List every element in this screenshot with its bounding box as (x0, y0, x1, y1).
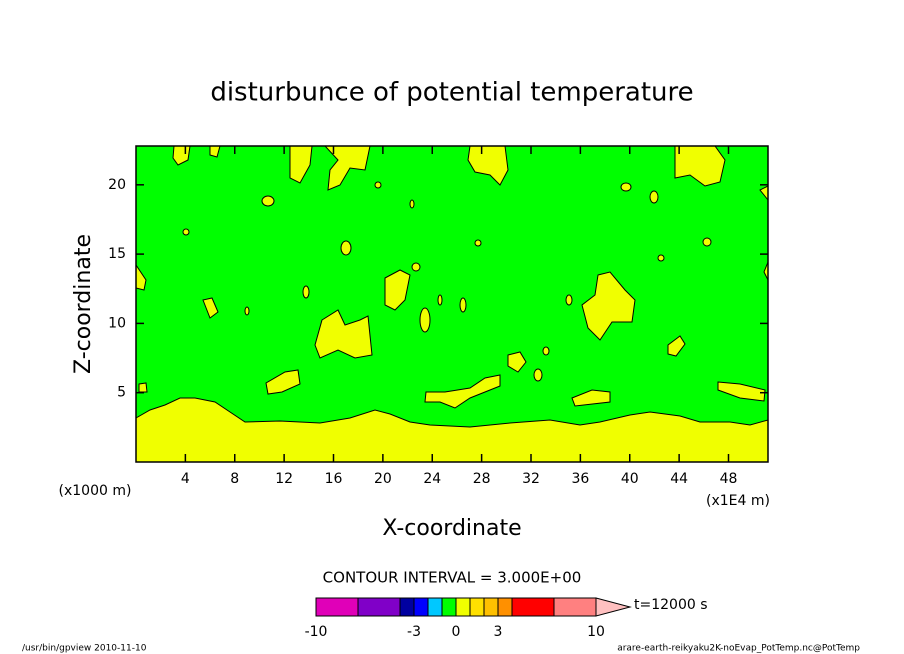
footer-left: /usr/bin/gpview 2010-11-10 (22, 644, 147, 654)
contour-region (667, 335, 686, 357)
x-tick-label: 24 (423, 471, 441, 487)
plot-background (136, 146, 768, 462)
colorbar-box (553, 597, 597, 617)
contour-region (314, 309, 373, 359)
x-tick-label: 16 (325, 471, 343, 487)
contour-region (620, 182, 632, 192)
contour-region (261, 195, 275, 207)
contour-region (542, 346, 550, 356)
contour-region (135, 397, 769, 463)
contour-region (302, 285, 310, 299)
contour-region (409, 199, 415, 209)
contour-region (533, 368, 543, 382)
colorbar-box (497, 597, 513, 617)
contour-region (649, 190, 659, 204)
contour-interval: CONTOUR INTERVAL = 3.000E+00 (323, 569, 582, 587)
colorbar-box (441, 597, 457, 617)
contour-regions (135, 145, 769, 463)
contour-region (323, 145, 371, 191)
colorbar-box (483, 597, 499, 617)
x-tick-label: 44 (670, 471, 688, 487)
contour-region (657, 254, 665, 262)
contour-region (182, 228, 190, 236)
colorbar-tick-label: -3 (407, 624, 421, 640)
y-tick-label: 20 (108, 177, 126, 193)
contour-region (507, 351, 527, 373)
contour-region (265, 369, 301, 395)
colorbar-tick-label: 10 (587, 624, 605, 640)
contour-region (419, 307, 431, 333)
x-tick-label: 28 (473, 471, 491, 487)
contour-region (459, 297, 467, 313)
contour-region (717, 381, 766, 402)
plot-area (135, 145, 769, 463)
contour-region (437, 294, 443, 306)
contour-region (571, 389, 611, 407)
colorbar-box (427, 597, 443, 617)
colorbar-box (315, 597, 359, 617)
contour-region (411, 262, 421, 272)
contour-region (244, 306, 250, 316)
contour-region (702, 237, 712, 247)
contour-region (340, 240, 352, 256)
colorbar-box (455, 597, 471, 617)
contour-region (138, 382, 148, 393)
colorbar-box (399, 597, 415, 617)
colorbar-tick-label: 3 (494, 624, 503, 640)
x-tick-label: 36 (571, 471, 589, 487)
contour-region (581, 271, 636, 341)
colorbar-tick-label: 0 (452, 624, 461, 640)
colorbar-extension (595, 597, 632, 617)
contour-region (674, 145, 726, 187)
x-tick-label: 40 (621, 471, 639, 487)
x-tick-label: 32 (522, 471, 540, 487)
x-tick-label: 20 (374, 471, 392, 487)
x-tick-label: 8 (230, 471, 239, 487)
chart-title: disturbunce of potential temperature (210, 78, 693, 108)
contour-region (384, 269, 411, 311)
colorbar-box (413, 597, 429, 617)
contour-region (565, 294, 573, 306)
x-tick-label: 12 (275, 471, 293, 487)
contour-region (474, 239, 482, 247)
x-tick-label: 4 (181, 471, 190, 487)
time-label: t=12000 s (634, 597, 708, 613)
y-tick-label: 5 (117, 385, 126, 401)
colorbar-box (357, 597, 401, 617)
contour-region (202, 297, 219, 319)
y-tick-label: 15 (108, 246, 126, 262)
colorbar-box (511, 597, 555, 617)
footer-right: arare-earth-reikyaku2K-noEvap_PotTemp.nc… (617, 644, 860, 654)
contour-region (467, 145, 509, 186)
y-axis-title: Z-coordinate (71, 234, 96, 374)
colorbar-tick-label: -10 (305, 624, 328, 640)
x-axis-title: X-coordinate (382, 516, 521, 541)
contour-region (424, 374, 501, 409)
colorbar-box (469, 597, 485, 617)
y-unit-label: (x1000 m) (59, 483, 132, 499)
contour-region (374, 181, 382, 189)
x-unit-label: (x1E4 m) (706, 493, 770, 509)
y-tick-label: 10 (108, 315, 126, 331)
x-tick-label: 48 (720, 471, 738, 487)
plot-frame (135, 145, 769, 463)
